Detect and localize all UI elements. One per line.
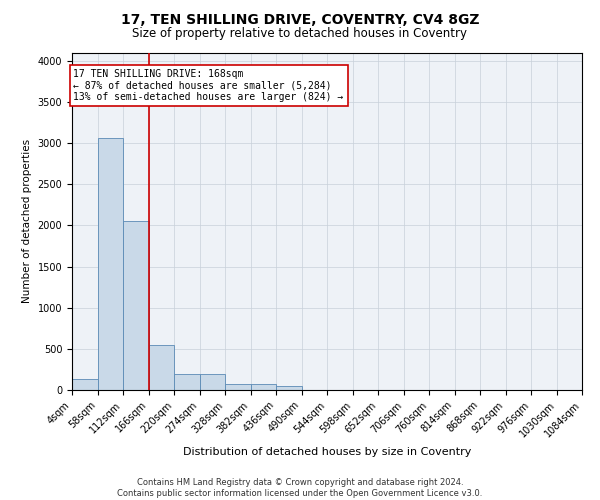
Bar [251,384,276,390]
Bar [97,138,123,390]
Bar [149,344,174,390]
Text: 17, TEN SHILLING DRIVE, COVENTRY, CV4 8GZ: 17, TEN SHILLING DRIVE, COVENTRY, CV4 8G… [121,12,479,26]
Y-axis label: Number of detached properties: Number of detached properties [22,139,32,304]
Bar [200,374,225,390]
Bar [225,384,251,390]
X-axis label: Distribution of detached houses by size in Coventry: Distribution of detached houses by size … [183,447,471,457]
Bar [72,380,97,390]
Text: Size of property relative to detached houses in Coventry: Size of property relative to detached ho… [133,28,467,40]
Bar [123,221,149,390]
Bar [276,386,302,390]
Bar [174,374,199,390]
Text: Contains HM Land Registry data © Crown copyright and database right 2024.
Contai: Contains HM Land Registry data © Crown c… [118,478,482,498]
Text: 17 TEN SHILLING DRIVE: 168sqm
← 87% of detached houses are smaller (5,284)
13% o: 17 TEN SHILLING DRIVE: 168sqm ← 87% of d… [73,69,344,102]
